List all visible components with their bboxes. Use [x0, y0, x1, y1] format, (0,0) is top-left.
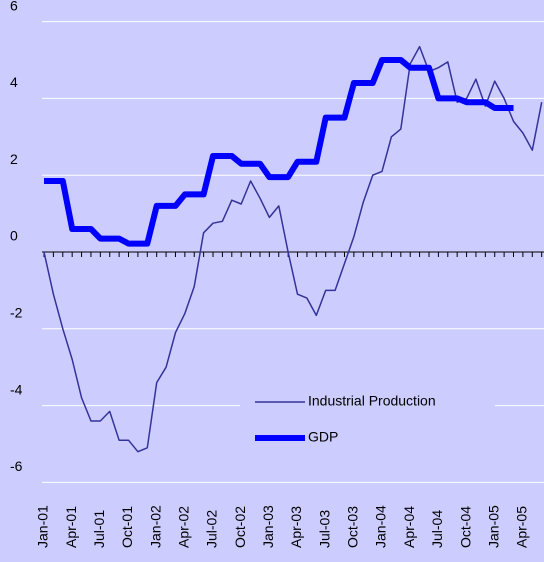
x-tick-label: Jan-03	[260, 505, 276, 548]
x-tick-label: Apr-04	[401, 506, 417, 548]
legend-box	[240, 385, 495, 460]
x-tick-label: Apr-02	[176, 506, 192, 548]
x-tick-label: Jan-05	[485, 505, 501, 548]
y-tick-label: 4	[10, 74, 18, 90]
x-tick-label: Jul-01	[91, 510, 107, 548]
x-tick-label: Apr-03	[288, 506, 304, 548]
series-line	[44, 57, 514, 247]
x-tick-label: Jan-01	[35, 505, 51, 548]
x-tick-label: Apr-01	[63, 506, 79, 548]
y-tick-label: -6	[10, 458, 23, 474]
x-tick-label: Jan-04	[373, 505, 389, 548]
y-tick-label: -4	[10, 381, 23, 397]
x-tick-label: Oct-01	[119, 506, 135, 548]
y-tick-label: -2	[10, 305, 23, 321]
x-tick-label: Jul-04	[429, 510, 445, 548]
x-tick-label: Oct-04	[457, 506, 473, 548]
x-tick-label: Oct-02	[232, 506, 248, 548]
y-tick-label: 6	[10, 0, 18, 13]
x-tick-label: Jul-03	[316, 510, 332, 548]
y-tick-label: 2	[10, 151, 18, 167]
x-tick-label: Oct-03	[345, 506, 361, 548]
y-tick-label: 0	[10, 228, 18, 244]
legend-label: Industrial Production	[308, 393, 436, 409]
legend-label: GDP	[308, 429, 338, 445]
x-tick-label: Apr-05	[514, 506, 530, 548]
x-tick-label: Jan-02	[147, 505, 163, 548]
x-tick-label: Jul-02	[204, 510, 220, 548]
